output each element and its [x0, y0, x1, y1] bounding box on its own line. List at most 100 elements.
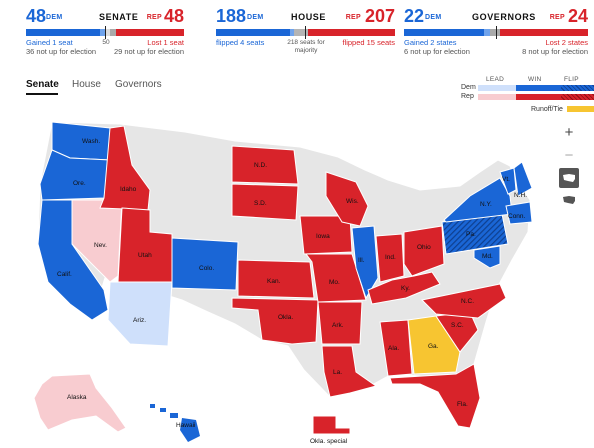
label-nev: Nev. [94, 242, 107, 249]
label-ore: Ore. [73, 180, 86, 187]
label-ind: Ind. [385, 254, 396, 261]
label-ohio: Ohio [417, 244, 431, 251]
legend-dem-win-swatch [516, 85, 561, 91]
house-bar [216, 26, 395, 39]
governors-dem-not-up: 6 not up for election [404, 47, 470, 56]
election-map: Wash. Ore. Calif. Nev. Idaho Utah Ariz. … [0, 96, 594, 448]
state-idaho[interactable] [99, 125, 151, 211]
state-colo[interactable] [171, 237, 239, 291]
us-map-svg: Wash. Ore. Calif. Nev. Idaho Utah Ariz. … [33, 121, 533, 445]
label-ny: N.Y. [480, 201, 492, 208]
senate-rep-count: 48 [163, 6, 184, 26]
zoom-out-button[interactable]: − [564, 146, 574, 164]
state-ala[interactable] [379, 319, 413, 377]
label-nh: N.H. [514, 192, 527, 199]
state-ind[interactable] [375, 233, 405, 283]
label-vt: Vt. [502, 176, 510, 183]
label-calif: Calif. [57, 271, 72, 278]
tab-house[interactable]: House [72, 79, 101, 90]
governors-rep-not-up: 8 not up for election [522, 47, 588, 56]
governors-dem-count: 22 [404, 6, 425, 26]
label-ga: Ga. [428, 343, 439, 350]
governors-rep-count: 24 [567, 6, 588, 26]
state-wis[interactable] [325, 171, 369, 227]
senate-title: SENATE [99, 12, 139, 22]
governors-rep-note: Lost 2 states [545, 38, 588, 47]
state-la[interactable] [321, 345, 378, 398]
state-ark[interactable] [317, 301, 363, 345]
state-nh[interactable] [513, 161, 533, 197]
governors-dem-tag: DEM [425, 14, 442, 21]
us-map-view-button[interactable] [559, 168, 579, 188]
house-rep-tag: REP [345, 14, 361, 21]
senate-dem-count: 48 [26, 6, 47, 26]
hawaii-island-big [180, 418, 200, 442]
senate-dem-tag: DEM [46, 14, 63, 21]
governors-majority-tick [496, 26, 497, 39]
map-outline-icon [563, 196, 575, 204]
state-fla[interactable] [389, 363, 481, 429]
state-ga[interactable] [407, 315, 461, 375]
label-ill: Ill. [358, 257, 365, 264]
state-kan[interactable] [237, 259, 315, 299]
governors-rep-tag: REP [549, 14, 565, 21]
state-md[interactable] [473, 245, 501, 269]
legend-dem-label: Dem [461, 84, 476, 91]
legend-runoff-label: Runoff/Tie [531, 106, 563, 113]
state-sd[interactable] [231, 183, 299, 221]
senate-dem-not-up: 36 not up for election [26, 47, 97, 56]
house-bar-undecided [294, 29, 308, 36]
label-okla-special: Okla. special [310, 438, 348, 445]
state-ny[interactable] [443, 177, 513, 223]
state-conn[interactable] [505, 201, 533, 225]
state-ariz[interactable] [107, 281, 173, 347]
legend-dem-flip-swatch [561, 85, 594, 91]
state-okla[interactable] [231, 297, 319, 345]
governors-scoreboard[interactable]: 22 DEM GOVERNORS REP 24 Gained 2 states … [404, 6, 588, 56]
state-okla-special[interactable] [312, 415, 351, 435]
state-mo[interactable] [305, 253, 367, 303]
scoreboard: 48 DEM SENATE REP 48 Gained 1 seat 36 no… [0, 0, 594, 58]
state-nd[interactable] [231, 145, 299, 185]
governors-bar-undecided [490, 29, 500, 36]
tab-senate[interactable]: Senate [26, 79, 59, 90]
senate-bar-dem [26, 29, 100, 36]
label-ky: Ky. [401, 285, 410, 292]
house-dem-tag: DEM [247, 14, 264, 21]
state-nc[interactable] [420, 283, 507, 319]
label-ariz: Ariz. [133, 317, 146, 324]
senate-rep-not-up: 29 not up for election [113, 47, 184, 56]
senate-scoreboard[interactable]: 48 DEM SENATE REP 48 Gained 1 seat 36 no… [26, 6, 184, 56]
state-ky[interactable] [367, 271, 441, 305]
state-hawaii[interactable] [150, 404, 200, 442]
state-vt[interactable] [499, 167, 517, 195]
senate-bar-undecided [110, 29, 116, 36]
label-kan: Kan. [267, 278, 281, 285]
state-grid-view-button[interactable] [559, 190, 579, 210]
state-iowa[interactable] [299, 215, 353, 255]
governors-bar-rep [500, 29, 588, 36]
zoom-in-button[interactable]: + [559, 122, 579, 142]
state-alaska[interactable] [33, 373, 127, 433]
state-ohio[interactable] [403, 225, 445, 277]
legend-rep-lead-swatch [478, 94, 516, 100]
senate-rep-note: Lost 1 seat [147, 38, 184, 47]
label-la: La. [333, 369, 342, 376]
hawaii-island-2 [160, 408, 166, 412]
legend-runoff-swatch [567, 106, 594, 112]
tab-governors[interactable]: Governors [115, 79, 162, 90]
label-okla: Okla. [278, 314, 293, 321]
house-majority-line1: 218 seats for [287, 39, 325, 46]
house-dem-note: flipped 4 seats [216, 38, 265, 47]
house-scoreboard[interactable]: 188 DEM HOUSE REP 207 flipped 4 seats 21… [216, 6, 395, 56]
house-bar-dem [216, 29, 290, 36]
senate-bar [26, 26, 184, 39]
governors-dem-note: Gained 2 states [404, 38, 457, 47]
governors-bar-dem-flip [484, 29, 490, 36]
label-wash: Wash. [82, 138, 100, 145]
label-ark: Ark. [332, 322, 344, 329]
label-nc: N.C. [461, 298, 474, 305]
legend-rep-label: Rep [461, 93, 474, 100]
legend-win-header: WIN [528, 76, 542, 83]
label-hawaii: Hawaii [176, 422, 196, 429]
